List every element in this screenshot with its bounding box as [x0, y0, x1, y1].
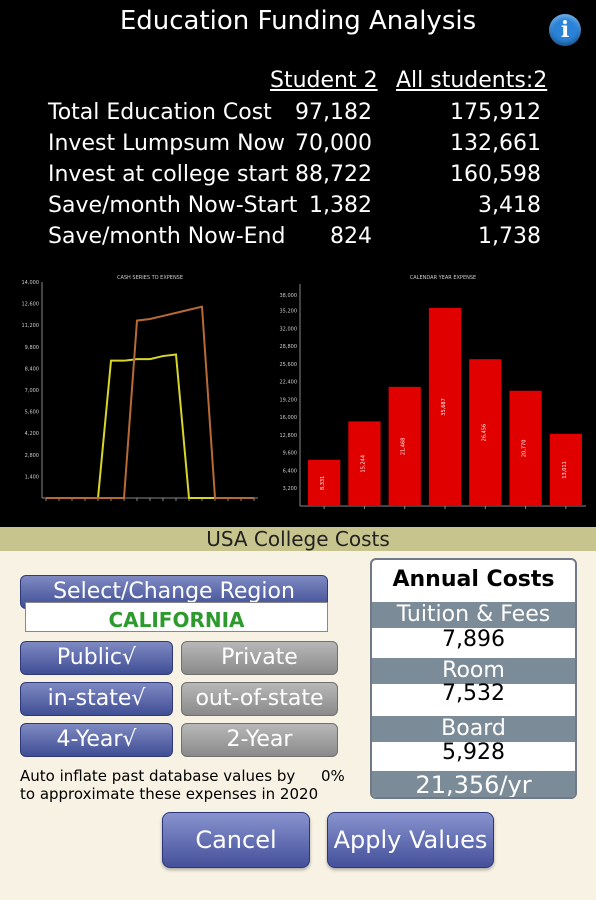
y-tick-label: 22,400: [280, 380, 298, 386]
y-tick-label: 14,000: [22, 280, 40, 286]
y-tick-label: 12,800: [280, 433, 298, 439]
all-value: 132,661: [450, 131, 541, 156]
y-tick-label: 9,800: [25, 345, 39, 351]
all-value: 160,598: [450, 162, 541, 187]
bar: [428, 307, 462, 506]
bar: [388, 386, 421, 506]
inflate-note-line2: to approximate these expenses in 2020: [20, 785, 319, 803]
all-value: 175,912: [450, 100, 541, 125]
y-tick-label: 2,800: [25, 453, 39, 459]
row-label: Total Education Cost: [48, 100, 272, 125]
tuition-value[interactable]: 7,896: [442, 627, 505, 652]
bar: [549, 433, 582, 506]
annual-costs-header: Annual Costs: [392, 567, 555, 592]
student-value: 88,722: [295, 162, 372, 187]
private-toggle[interactable]: Private: [181, 641, 338, 675]
y-tick-label: 11,200: [22, 323, 40, 329]
row-label: Invest at college start: [48, 162, 289, 187]
inflate-percent[interactable]: 0%: [321, 767, 345, 785]
bar-value-label: 13,011: [562, 461, 568, 479]
y-tick-label: 28,800: [280, 344, 298, 350]
y-tick-label: 38,000: [280, 293, 298, 299]
bar-value-label: 26,456: [481, 424, 487, 442]
y-tick-label: 7,000: [25, 388, 39, 394]
row-label: Save/month Now-End: [48, 224, 286, 249]
region-value: CALIFORNIA: [25, 602, 328, 632]
bar-value-label: 21,468: [401, 438, 407, 456]
room-label: Room: [372, 658, 575, 684]
y-tick-label: 4,200: [25, 431, 39, 437]
y-tick-label: 19,200: [280, 397, 298, 403]
student-column-header: Student 2: [270, 68, 378, 93]
y-tick-label: 25,600: [280, 362, 298, 368]
annual-total: 21,356/yr: [372, 771, 575, 797]
row-label: Save/month Now-Start: [48, 193, 298, 218]
row-label: Invest Lumpsum Now: [48, 131, 286, 156]
tuition-label: Tuition & Fees: [372, 602, 575, 628]
chart-title: CALENDAR YEAR EXPENSE: [410, 275, 476, 281]
y-tick-label: 6,400: [283, 468, 297, 474]
bar-value-label: 15,244: [360, 455, 366, 473]
y-tick-label: 35,200: [280, 309, 298, 315]
board-value[interactable]: 5,928: [442, 740, 505, 765]
bar: [308, 459, 341, 506]
series-line: [46, 353, 254, 499]
y-tick-label: 5,600: [25, 410, 39, 416]
student-value: 97,182: [295, 100, 372, 125]
page-title: Education Funding Analysis: [119, 6, 477, 36]
all-students-column-header: All students:2: [396, 68, 548, 93]
public-toggle[interactable]: Public√: [20, 641, 173, 675]
bar: [348, 421, 381, 506]
all-value: 3,418: [478, 193, 541, 218]
cancel-button[interactable]: Cancel: [162, 812, 310, 868]
bar-value-label: 8,331: [320, 476, 326, 490]
info-icon[interactable]: i: [549, 14, 581, 46]
out-of-state-toggle[interactable]: out-of-state: [181, 682, 338, 716]
student-value: 1,382: [309, 193, 372, 218]
board-label: Board: [372, 716, 575, 742]
section-title: USA College Costs: [0, 527, 596, 551]
in-state-toggle[interactable]: in-state√: [20, 682, 173, 716]
cash-series-chart: CASH SERIES TO EXPENSE 14,000 12,600 11,200…: [22, 275, 258, 501]
inflate-note-line1: Auto inflate past database values by: [20, 767, 296, 785]
bar-value-label: 20,770: [522, 440, 528, 458]
y-tick-label: 3,200: [283, 486, 297, 492]
y-tick-label: 32,000: [280, 326, 298, 332]
chart-title: CASH SERIES TO EXPENSE: [117, 275, 183, 281]
y-tick-label: 16,000: [280, 415, 298, 421]
y-tick-label: 1,400: [25, 474, 39, 480]
two-year-toggle[interactable]: 2-Year: [181, 723, 338, 757]
bar: [509, 390, 542, 506]
room-value[interactable]: 7,532: [442, 681, 505, 706]
bar-value-label: 35,687: [441, 398, 447, 416]
calendar-year-chart: CALENDAR YEAR EXPENSE 38,000 35,200 32,000 2…: [280, 275, 586, 509]
bar: [469, 359, 502, 506]
all-value: 1,738: [478, 224, 541, 249]
four-year-toggle[interactable]: 4-Year√: [20, 723, 173, 757]
student-value: 70,000: [295, 131, 372, 156]
student-value: 824: [330, 224, 372, 249]
y-tick-label: 8,400: [25, 366, 39, 372]
series-line: [46, 305, 254, 499]
annual-costs-panel: Annual Costs Tuition & Fees 7,896 Room 7…: [370, 558, 577, 799]
summary-panel: Education Funding Analysis i Student 2 A…: [21, 6, 586, 509]
y-tick-label: 12,600: [22, 302, 40, 308]
y-tick-label: 9,600: [283, 451, 297, 457]
apply-values-button[interactable]: Apply Values: [327, 812, 494, 868]
